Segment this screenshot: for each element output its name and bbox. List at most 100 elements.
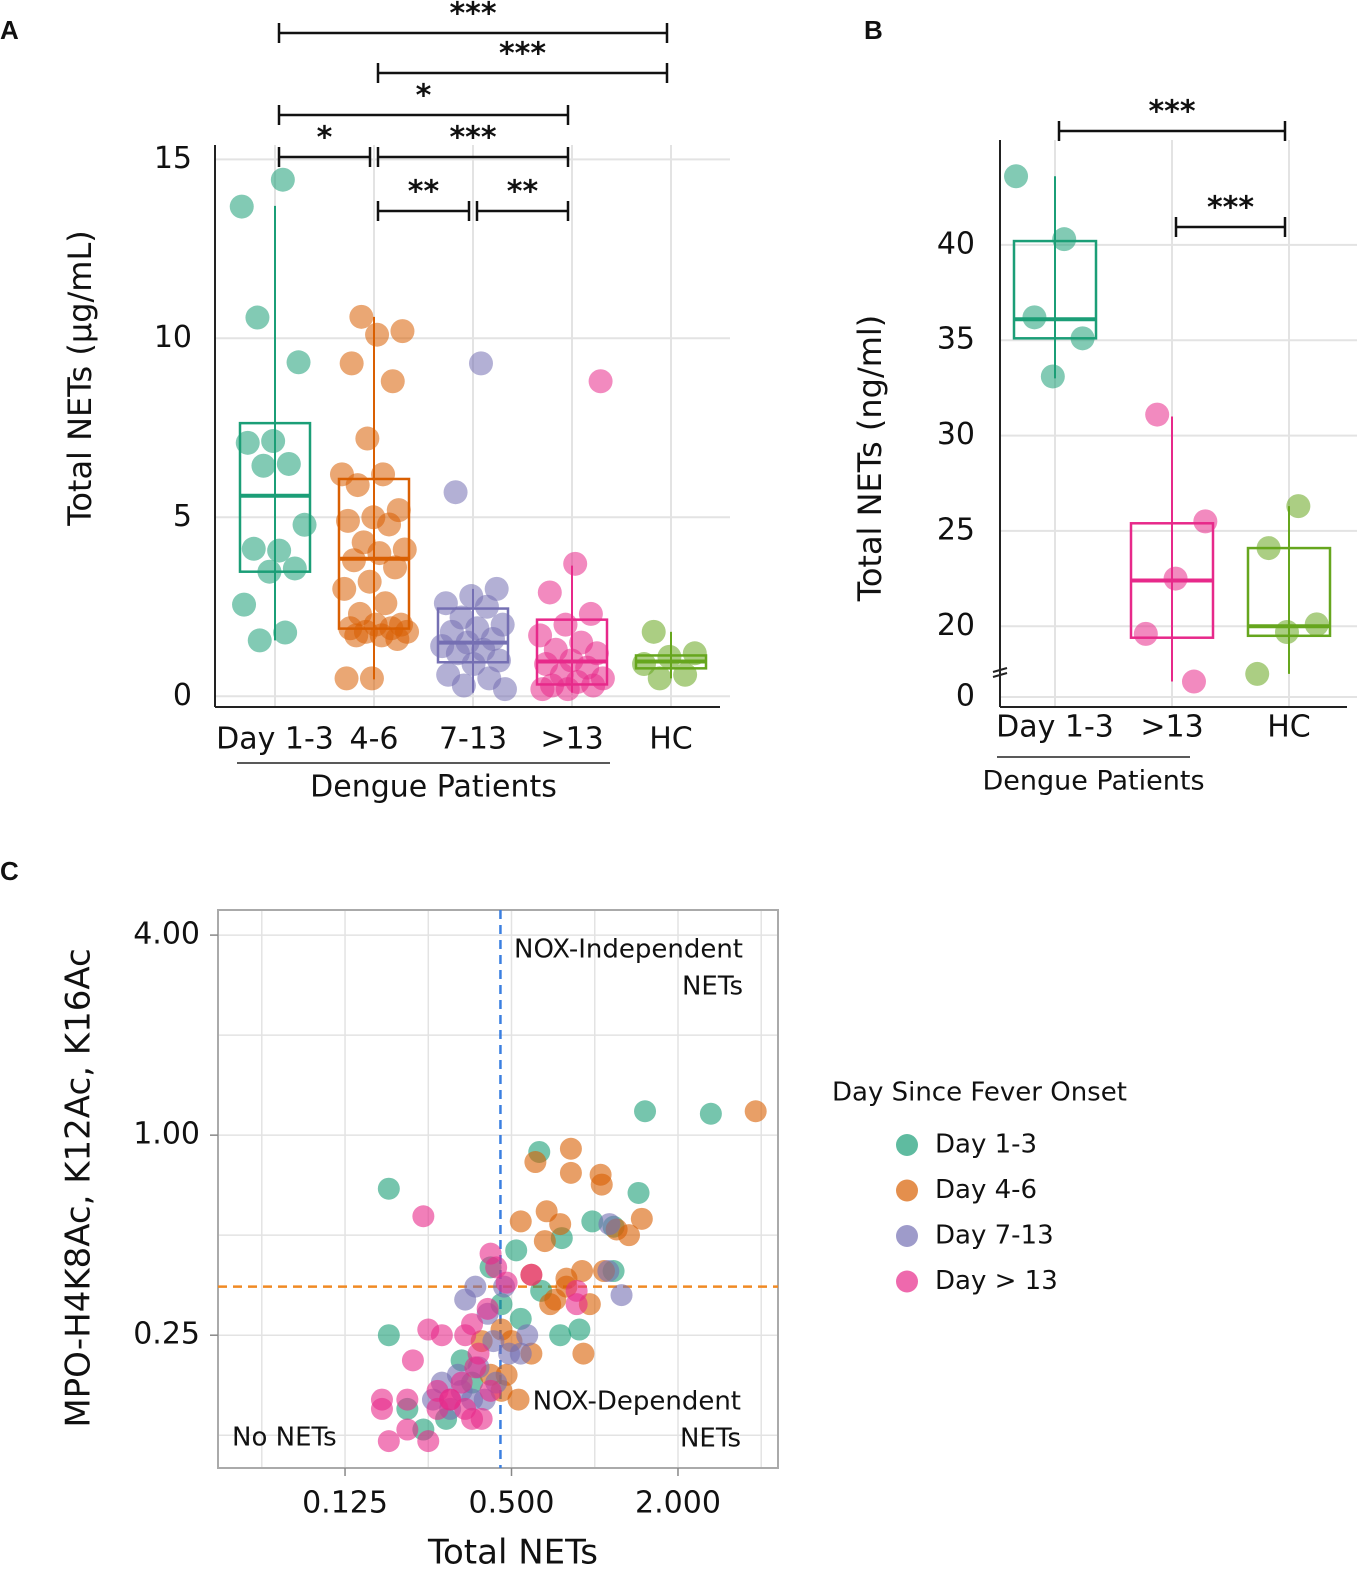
y-axis-label: Total NETs (ng/ml) [851,315,889,603]
y-tick-label: 0.25 [133,1317,200,1352]
data-point [339,351,364,376]
data-point [451,673,476,698]
data-point [390,319,415,344]
x-tick-label: 4-6 [350,722,399,757]
data-point [251,453,276,478]
y-tick-label: 15 [154,141,192,176]
data-point [549,1324,572,1347]
data-point [559,1137,582,1160]
data-point [267,538,292,563]
group-label: Dengue Patients [310,770,557,805]
data-point [235,430,260,455]
panel-letter: A [0,15,19,45]
x-tick-label: >13 [1140,710,1203,745]
annotation: No NETs [232,1423,337,1453]
data-point [344,623,369,648]
data-point [464,1356,487,1379]
data-point [530,677,555,702]
data-point [634,1100,657,1123]
data-point [1181,669,1206,694]
data-point [1133,621,1158,646]
data-point [1052,227,1077,252]
data-point [588,369,613,394]
data-point [505,1239,528,1262]
data-point [486,648,511,673]
data-point [345,473,370,498]
data-point [359,666,384,691]
data-point [247,628,272,653]
data-point [286,350,311,375]
significance-label: *** [1207,191,1254,226]
group-label: Dengue Patients [982,766,1204,797]
panel-letter: C [0,856,19,886]
y-tick-label: 0 [173,678,192,713]
data-point [468,351,493,376]
data-point [647,666,672,691]
data-point [396,1418,419,1441]
legend-label: Day > 13 [935,1266,1058,1296]
panel-letter: B [864,15,883,45]
legend-title: Day Since Fever Onset [832,1078,1127,1108]
data-point [454,1288,477,1311]
data-point [1304,612,1329,637]
data-point [370,1397,393,1420]
data-point [492,677,517,702]
significance-label: *** [1148,95,1195,130]
data-point [509,1210,532,1233]
y-tick-label: 25 [937,512,975,547]
data-point [433,591,458,616]
data-point [578,601,603,626]
data-point [632,652,657,677]
data-point [641,619,666,644]
y-tick-label: 10 [154,320,192,355]
data-point [657,644,682,669]
data-point [385,626,410,651]
data-point [377,1177,400,1200]
x-tick-label: 2.000 [635,1486,721,1521]
data-point [533,1230,556,1253]
data-point [443,480,468,505]
data-point [581,673,606,698]
data-point [383,555,408,580]
significance-label: *** [499,37,546,72]
data-point [617,1224,640,1247]
annotation: NETs [680,1424,741,1454]
x-tick-label: >13 [540,722,603,757]
x-tick-label: Day 1-3 [996,710,1114,745]
data-point [1193,509,1218,534]
legend-swatch [896,1225,918,1247]
data-point [568,1318,591,1341]
data-point [245,305,270,330]
annotation: NOX-Independent [514,935,743,965]
y-tick-label: 1.00 [133,1117,200,1152]
data-point [357,569,382,594]
data-point [1022,305,1047,330]
data-point [476,1297,499,1320]
data-point [1070,326,1095,351]
data-point [401,1349,424,1372]
data-point [396,1388,419,1411]
data-point [555,677,580,702]
data-point [273,620,298,645]
data-point [484,576,509,601]
data-point [270,167,295,192]
data-point [461,1407,484,1430]
data-point [516,1324,539,1347]
data-point [627,1181,650,1204]
data-point [355,426,380,451]
data-point [276,451,301,476]
y-tick-label: 35 [937,322,975,357]
annotation: NETs [682,972,743,1002]
data-point [590,1173,613,1196]
data-point [367,541,392,566]
data-point [572,1342,595,1365]
data-point [744,1100,767,1123]
data-point [417,1430,440,1453]
data-point [495,1271,518,1294]
legend-label: Day 7-13 [935,1221,1054,1251]
data-point [520,1263,543,1286]
data-point [630,1207,653,1230]
data-point [537,580,562,605]
data-point [261,429,286,454]
